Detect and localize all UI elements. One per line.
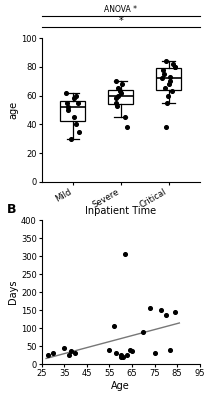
Point (114, 350, 118, 356)
Point (128, 346, 131, 353)
Y-axis label: age: age (8, 101, 18, 119)
Point (115, 102, 118, 109)
Point (74, 92, 77, 99)
Point (119, 90, 123, 96)
Point (69, 348, 73, 355)
Point (69, 136, 73, 142)
Point (65, 90, 68, 96)
Text: B: B (7, 203, 16, 216)
Point (121, 354, 125, 360)
Point (116, 85, 120, 92)
Point (118, 88, 121, 94)
Point (167, 81, 170, 87)
Text: ANOVA *: ANOVA * (104, 5, 137, 14)
Point (161, 75, 164, 82)
Text: *: * (118, 16, 123, 26)
Point (173, 64, 176, 70)
Y-axis label: Days: Days (8, 280, 18, 304)
Point (119, 352, 122, 358)
Point (173, 64, 176, 70)
Point (47, 352, 50, 358)
PathPatch shape (108, 90, 133, 104)
Point (76, 100, 79, 106)
Point (112, 323, 115, 330)
Point (114, 78, 118, 84)
Point (164, 124, 167, 130)
Point (108, 346, 111, 353)
Point (72, 95, 76, 102)
Point (169, 346, 172, 353)
Point (51, 350, 54, 356)
Point (126, 352, 129, 358)
Point (164, 58, 168, 64)
X-axis label: Age: Age (111, 381, 130, 391)
Point (163, 85, 166, 92)
Point (124, 251, 127, 258)
Point (148, 305, 152, 312)
Point (165, 100, 168, 106)
Point (67, 107, 70, 113)
Point (125, 124, 129, 130)
Point (168, 74, 172, 80)
Point (173, 309, 177, 315)
Point (72, 114, 76, 120)
Point (123, 114, 127, 120)
Point (120, 81, 124, 87)
Point (130, 348, 134, 355)
Point (171, 61, 174, 67)
Point (166, 92, 170, 99)
Point (119, 354, 122, 360)
Point (115, 100, 118, 106)
Point (74, 121, 78, 128)
PathPatch shape (156, 68, 181, 90)
Point (161, 66, 164, 73)
Point (160, 307, 163, 313)
Point (67, 104, 70, 110)
Point (164, 312, 167, 318)
PathPatch shape (60, 101, 85, 121)
Point (162, 71, 166, 77)
Title: Inpatient Time: Inpatient Time (85, 206, 156, 216)
Point (65, 100, 68, 106)
Point (142, 328, 145, 335)
Point (116, 92, 120, 99)
Point (171, 88, 174, 94)
Point (74, 350, 77, 356)
Point (63, 344, 66, 351)
Point (77, 128, 80, 135)
Point (168, 78, 171, 84)
Point (153, 350, 156, 356)
Point (115, 95, 118, 102)
Point (67, 352, 70, 358)
